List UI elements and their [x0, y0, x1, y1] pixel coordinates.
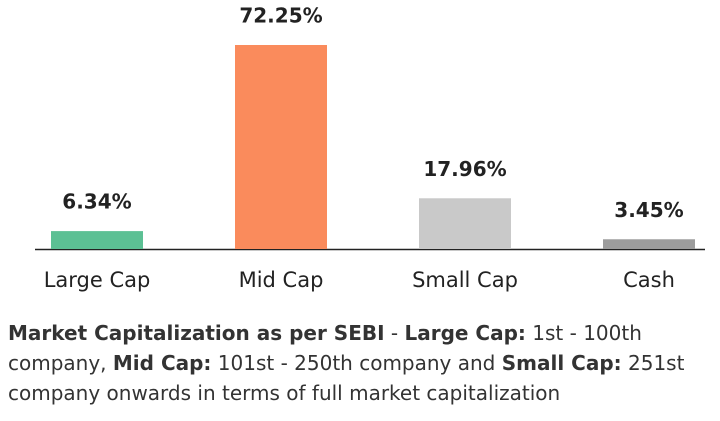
- note-text: Small Cap:: [501, 351, 622, 375]
- note-text: 101st - 250th company and: [211, 351, 502, 375]
- bar: [603, 239, 695, 249]
- note-text: Large Cap:: [404, 321, 526, 345]
- value-label: 6.34%: [62, 190, 131, 214]
- x-tick-label: Cash: [623, 268, 675, 292]
- note-text: Market Capitalization as per SEBI: [8, 321, 385, 345]
- x-tick-label: Mid Cap: [239, 268, 324, 292]
- chart: 6.34% Large Cap 72.25% Mid Cap 17.96% Small C…: [35, 4, 705, 292]
- note-text: Mid Cap:: [112, 351, 212, 375]
- value-label: 3.45%: [614, 198, 683, 222]
- footnote: Market Capitalization as per SEBI - Larg…: [8, 318, 713, 408]
- bar: [419, 198, 511, 249]
- x-tick-label: Large Cap: [44, 268, 151, 292]
- note-text: 1st - 100th company,: [8, 321, 642, 375]
- note-text: 251st company onwards in terms of full m…: [8, 351, 685, 405]
- bar: [235, 45, 327, 249]
- note-text: -: [384, 321, 405, 345]
- value-label: 17.96%: [423, 157, 506, 181]
- value-label: 72.25%: [239, 4, 322, 28]
- x-tick-label: Small Cap: [412, 268, 518, 292]
- bar: [51, 231, 143, 249]
